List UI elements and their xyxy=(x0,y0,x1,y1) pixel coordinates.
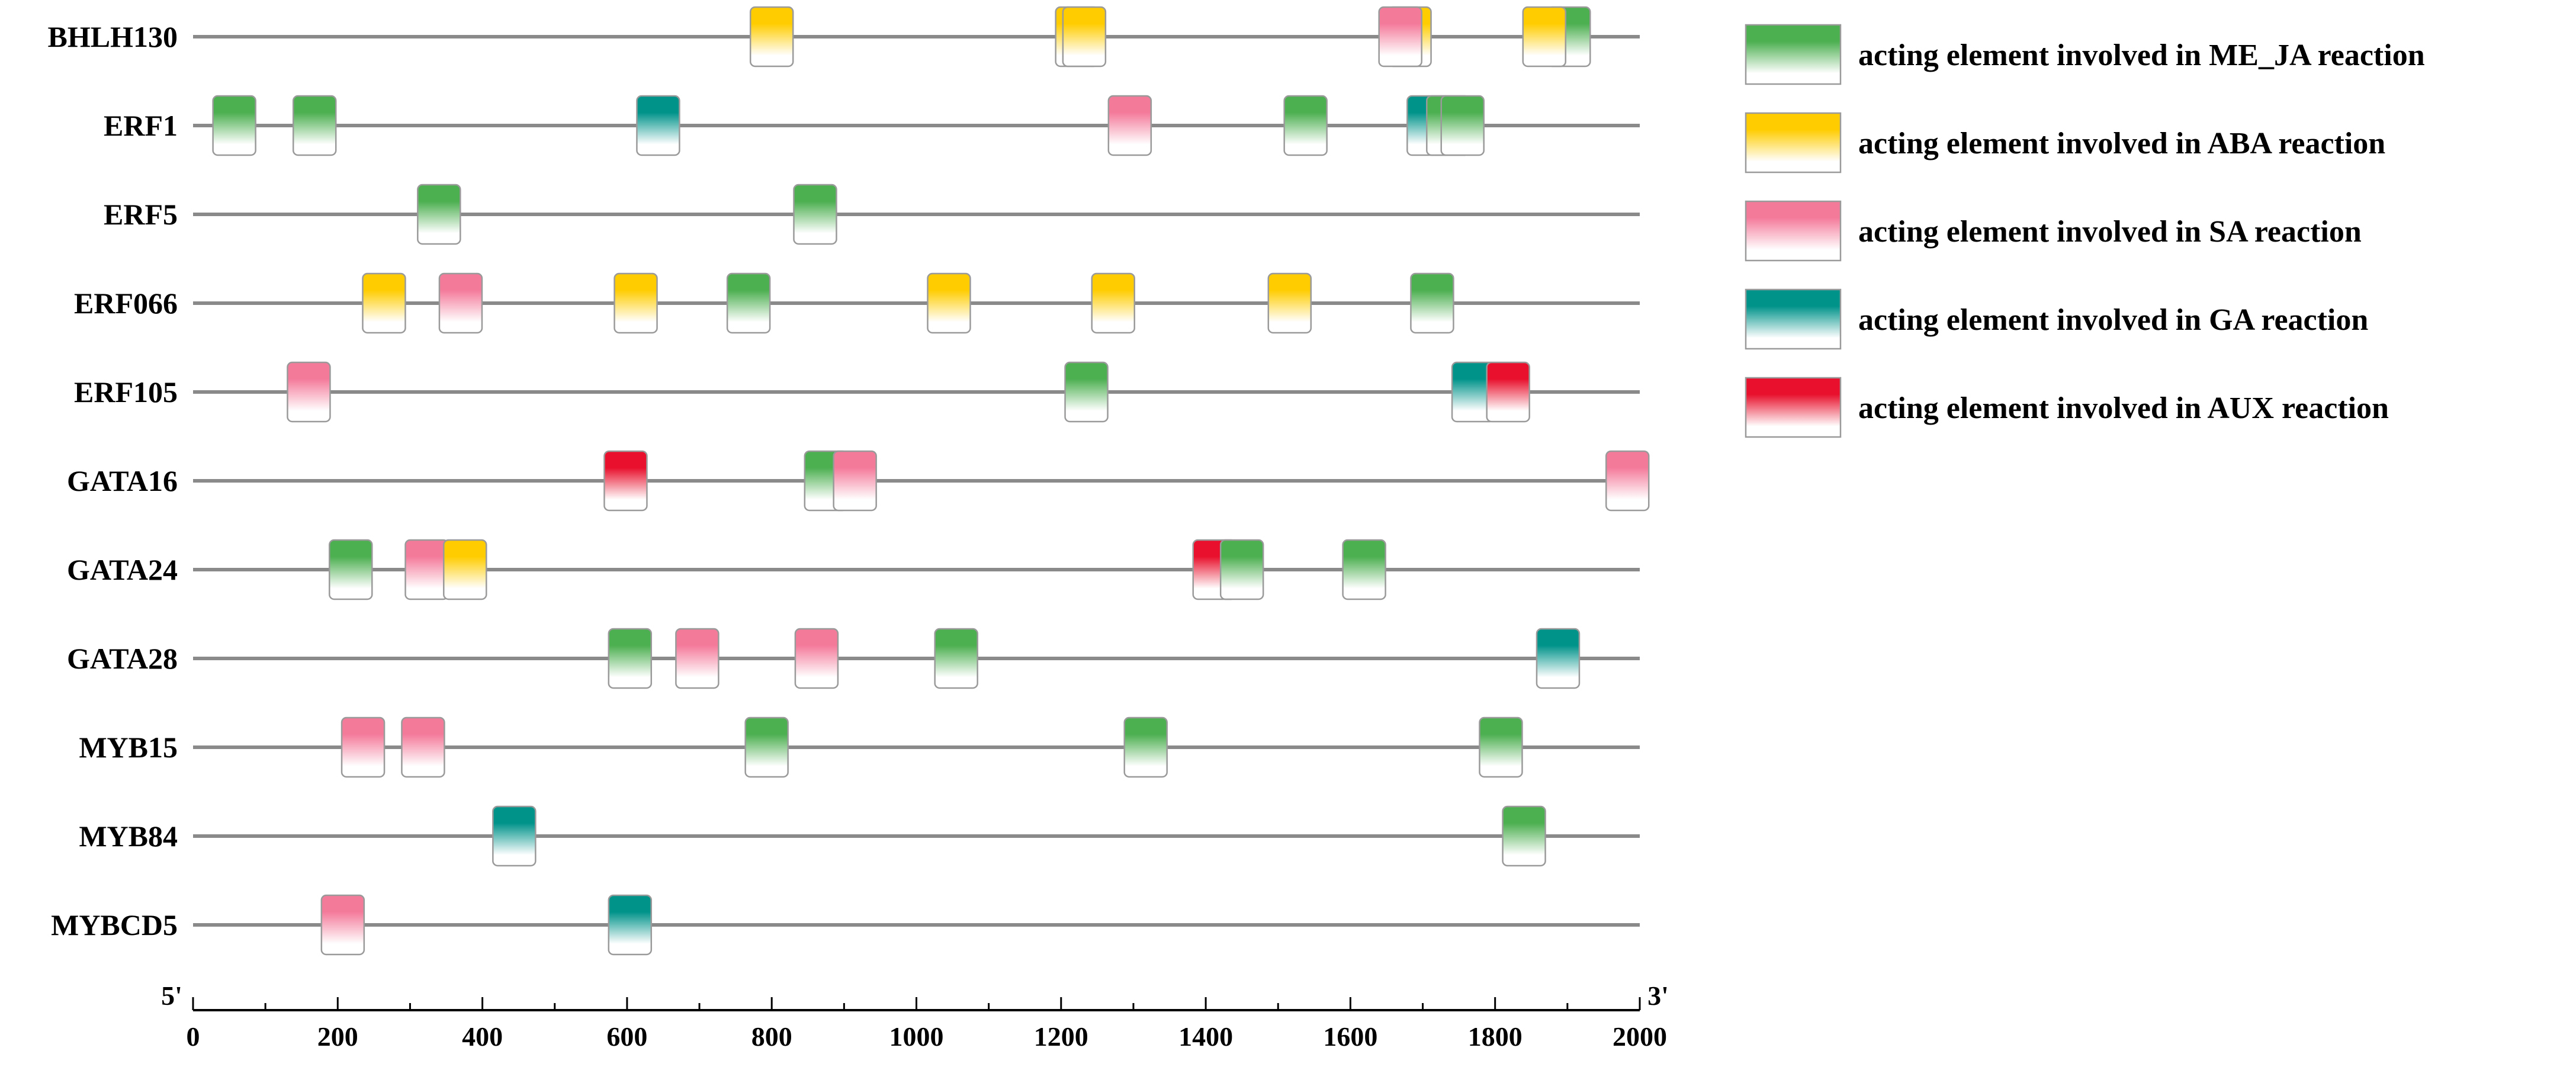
element-box-me-ja xyxy=(1342,539,1386,600)
x-tick-label: 600 xyxy=(606,1021,647,1052)
element-box-me-ja xyxy=(608,628,653,689)
gene-label: BHLH130 xyxy=(48,20,178,53)
x-tick-label: 1400 xyxy=(1178,1021,1233,1052)
gene-tracks: BHLH130 ERF1 ERF5 ERF066 ERF105 GATA16 GATA24 G… xyxy=(48,6,1650,956)
element-box-me-ja xyxy=(934,628,978,689)
element-box-me-ja xyxy=(212,95,256,156)
legend-swatch xyxy=(1745,377,1842,438)
element-box-ga xyxy=(608,894,653,956)
x-tick-label: 800 xyxy=(751,1021,792,1052)
element-box-me-ja xyxy=(1410,272,1454,334)
gene-track-erf1: ERF1 xyxy=(104,95,1640,156)
gene-track-myb15: MYB15 xyxy=(79,716,1640,778)
legend-item-aba: acting element involved in ABA reaction xyxy=(1745,112,2385,173)
element-box-sa xyxy=(320,894,365,956)
legend-swatch xyxy=(1745,24,1842,85)
legend: acting element involved in ME_JA reactio… xyxy=(1745,24,2425,438)
five-prime-label: 5' xyxy=(161,981,182,1011)
element-box-me-ja xyxy=(1440,95,1485,156)
gene-label: MYB84 xyxy=(79,820,178,853)
element-box-sa xyxy=(1378,6,1422,68)
gene-track-gata24: GATA24 xyxy=(67,539,1640,600)
element-box-sa xyxy=(341,716,386,778)
legend-label: acting element involved in ME_JA reactio… xyxy=(1858,38,2425,72)
element-box-ga xyxy=(636,95,680,156)
legend-label: acting element involved in AUX reaction xyxy=(1858,391,2389,425)
gene-track-mybcd5: MYBCD5 xyxy=(51,894,1640,956)
element-box-sa xyxy=(833,450,877,512)
element-box-aux xyxy=(1486,361,1530,423)
legend-label: acting element involved in ABA reaction xyxy=(1858,127,2385,160)
element-box-me-ja xyxy=(744,716,789,778)
gene-label: ERF105 xyxy=(74,375,178,409)
gene-label: MYB15 xyxy=(79,731,178,764)
element-box-me-ja xyxy=(1064,361,1109,423)
legend-item-me-ja: acting element involved in ME_JA reactio… xyxy=(1745,24,2425,85)
element-box-sa xyxy=(401,716,445,778)
gene-label: ERF1 xyxy=(104,109,178,142)
x-tick-label: 2000 xyxy=(1613,1021,1667,1052)
gene-track-erf5: ERF5 xyxy=(104,184,1640,245)
legend-swatch xyxy=(1745,200,1842,262)
element-box-me-ja xyxy=(292,95,337,156)
element-box-aba xyxy=(614,272,658,334)
legend-swatch xyxy=(1745,288,1842,350)
element-box-me-ja xyxy=(1479,716,1523,778)
x-tick-label: 1200 xyxy=(1034,1021,1088,1052)
gene-label: GATA16 xyxy=(67,464,178,497)
element-box-me-ja xyxy=(329,539,373,600)
element-box-aba xyxy=(362,272,406,334)
gene-label: ERF5 xyxy=(104,198,178,231)
x-tick-label: 0 xyxy=(187,1021,200,1052)
gene-track-erf066: ERF066 xyxy=(74,272,1640,334)
gene-track-bhlh130: BHLH130 xyxy=(48,6,1640,68)
element-box-ga xyxy=(492,805,537,867)
element-box-me-ja xyxy=(726,272,771,334)
element-box-me-ja xyxy=(1219,539,1264,600)
x-axis: 5' 3' 0 200 400 600 800 1000 1200 1400 1600 1800 2… xyxy=(161,981,1669,1052)
x-tick-label: 1000 xyxy=(889,1021,944,1052)
legend-label: acting element involved in GA reaction xyxy=(1858,303,2368,337)
gene-label: MYBCD5 xyxy=(51,908,178,941)
legend-swatch xyxy=(1745,112,1842,173)
gene-track-gata28: GATA28 xyxy=(67,628,1640,689)
gene-track-gata16: GATA16 xyxy=(67,450,1650,512)
element-box-sa xyxy=(287,361,331,423)
x-tick-label: 1600 xyxy=(1323,1021,1377,1052)
element-box-ga xyxy=(1536,628,1581,689)
element-box-me-ja xyxy=(793,184,837,245)
legend-item-aux: acting element involved in AUX reaction xyxy=(1745,377,2389,438)
x-tick-label: 400 xyxy=(462,1021,503,1052)
element-box-me-ja xyxy=(417,184,461,245)
legend-item-ga: acting element involved in GA reaction xyxy=(1745,288,2368,350)
element-box-sa xyxy=(675,628,720,689)
legend-item-sa: acting element involved in SA reaction xyxy=(1745,200,2362,262)
gene-track-myb84: MYB84 xyxy=(79,805,1640,867)
gene-label: GATA28 xyxy=(67,642,178,675)
x-tick-label: 1800 xyxy=(1468,1021,1523,1052)
element-box-aba xyxy=(1267,272,1312,334)
gene-track-erf105: ERF105 xyxy=(74,361,1640,423)
element-box-sa xyxy=(1107,95,1152,156)
element-box-sa xyxy=(794,628,839,689)
element-box-aba xyxy=(1062,6,1107,68)
element-box-aba xyxy=(927,272,971,334)
element-box-me-ja xyxy=(1283,95,1328,156)
element-box-aba xyxy=(1522,6,1567,68)
element-box-aba xyxy=(1091,272,1135,334)
x-tick-label: 200 xyxy=(317,1021,358,1052)
element-box-me-ja xyxy=(1123,716,1168,778)
element-box-aba xyxy=(443,539,487,600)
three-prime-label: 3' xyxy=(1647,981,1669,1011)
gene-label: GATA24 xyxy=(67,553,178,586)
element-box-sa xyxy=(438,272,483,334)
gene-label: ERF066 xyxy=(74,287,178,320)
element-box-me-ja xyxy=(1502,805,1546,867)
element-box-sa xyxy=(404,539,449,600)
legend-label: acting element involved in SA reaction xyxy=(1858,215,2362,249)
element-box-sa xyxy=(1605,450,1650,512)
element-box-aba xyxy=(749,6,794,68)
element-box-aux xyxy=(603,450,648,512)
